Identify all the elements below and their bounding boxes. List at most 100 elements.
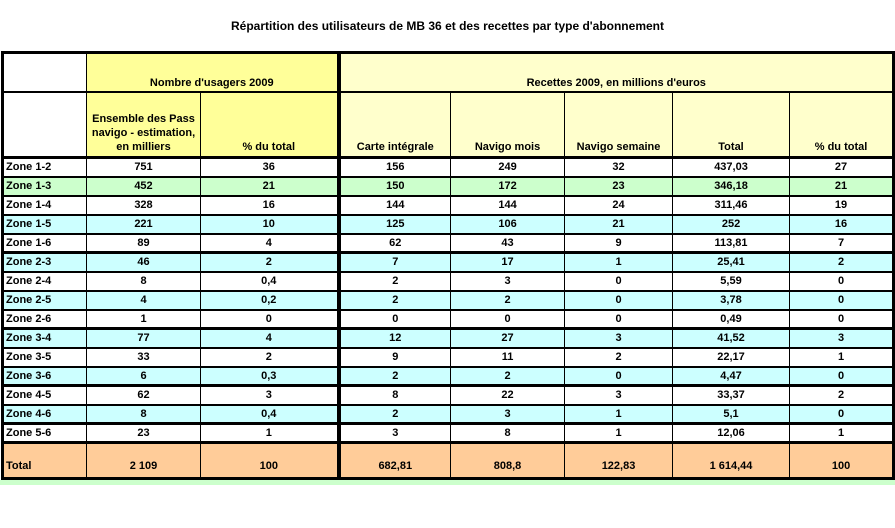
- value-cell: 2: [199, 251, 341, 273]
- total-value-cell: 2 109: [86, 441, 201, 480]
- zone-label: Zone 4-6: [2, 403, 87, 425]
- table-row: Zone 4-5 62 3 8 22 3 33,37 2: [2, 384, 895, 406]
- zone-label: Zone 3-6: [2, 365, 87, 387]
- value-cell: 89: [86, 232, 201, 254]
- value-cell: 62: [338, 232, 452, 254]
- value-cell: 0,49: [672, 308, 791, 330]
- table-row: Zone 2-4 8 0,4 2 3 0 5,59 0: [2, 270, 895, 292]
- value-cell: 4,47: [672, 365, 791, 387]
- table-row: Zone 2-5 4 0,2 2 2 0 3,78 0: [2, 289, 895, 311]
- value-cell: 17: [450, 251, 566, 273]
- value-cell: 10: [199, 213, 341, 235]
- value-cell: 33,37: [672, 384, 791, 406]
- value-cell: 0,2: [199, 289, 341, 311]
- value-cell: 21: [564, 213, 674, 235]
- value-cell: 4: [199, 232, 341, 254]
- value-cell: 3: [789, 327, 895, 349]
- value-cell: 1: [564, 403, 674, 425]
- value-cell: 36: [199, 156, 341, 178]
- table-row: Zone 5-6 23 1 3 8 1 12,06 1: [2, 422, 895, 444]
- value-cell: 2: [338, 403, 452, 425]
- total-value-cell: 1 614,44: [672, 441, 791, 480]
- value-cell: 0: [789, 308, 895, 330]
- value-cell: 113,81: [672, 232, 791, 254]
- value-cell: 3: [199, 384, 341, 406]
- corner-cell: [2, 91, 87, 159]
- value-cell: 2: [564, 346, 674, 368]
- total-label: Total: [2, 441, 87, 480]
- value-cell: 25,41: [672, 251, 791, 273]
- table-row: Zone 1-4 328 16 144 144 24 311,46 19: [2, 194, 895, 216]
- value-cell: 33: [86, 346, 201, 368]
- value-cell: 12: [338, 327, 452, 349]
- value-cell: 27: [789, 156, 895, 178]
- value-cell: 77: [86, 327, 201, 349]
- table-row: Zone 3-4 77 4 12 27 3 41,52 3: [2, 327, 895, 349]
- zone-label: Zone 1-4: [2, 194, 87, 216]
- table-row: Zone 2-6 1 0 0 0 0 0,49 0: [2, 308, 895, 330]
- value-cell: 0: [564, 289, 674, 311]
- value-cell: 0: [789, 403, 895, 425]
- value-cell: 144: [338, 194, 452, 216]
- value-cell: 1: [789, 346, 895, 368]
- value-cell: 8: [450, 422, 566, 444]
- value-cell: 249: [450, 156, 566, 178]
- total-value-cell: 808,8: [450, 441, 566, 480]
- value-cell: 23: [86, 422, 201, 444]
- column-header-navigo-semaine: Navigo semaine: [564, 91, 674, 159]
- corner-cell: [2, 52, 87, 93]
- value-cell: 2: [450, 365, 566, 387]
- zone-label: Zone 1-3: [2, 175, 87, 197]
- total-value-cell: 100: [199, 441, 341, 480]
- value-cell: 221: [86, 213, 201, 235]
- value-cell: 3: [338, 422, 452, 444]
- value-cell: 5,1: [672, 403, 791, 425]
- value-cell: 8: [86, 403, 201, 425]
- value-cell: 27: [450, 327, 566, 349]
- value-cell: 1: [789, 422, 895, 444]
- value-cell: 311,46: [672, 194, 791, 216]
- table-title: Répartition des utilisateurs de MB 36 et…: [231, 19, 664, 33]
- zone-label: Zone 2-6: [2, 308, 87, 330]
- zone-label: Zone 3-4: [2, 327, 87, 349]
- value-cell: 4: [199, 327, 341, 349]
- total-value-cell: 100: [789, 441, 895, 480]
- zone-label: Zone 2-3: [2, 251, 87, 273]
- value-cell: 125: [338, 213, 452, 235]
- value-cell: 3: [564, 384, 674, 406]
- value-cell: 19: [789, 194, 895, 216]
- value-cell: 41,52: [672, 327, 791, 349]
- table-row: Zone 2-3 46 2 7 17 1 25,41 2: [2, 251, 895, 273]
- value-cell: 0: [450, 308, 566, 330]
- zone-label: Zone 3-5: [2, 346, 87, 368]
- value-cell: 2: [338, 289, 452, 311]
- value-cell: 3,78: [672, 289, 791, 311]
- total-row: Total 2 109 100 682,81 808,8 122,83 1 614,44 10…: [2, 441, 895, 480]
- value-cell: 24: [564, 194, 674, 216]
- value-cell: 0: [564, 308, 674, 330]
- column-header-navigo-mois: Navigo mois: [450, 91, 566, 159]
- value-cell: 0,4: [199, 403, 341, 425]
- column-header-total: Total: [672, 91, 791, 159]
- value-cell: 2: [338, 270, 452, 292]
- value-cell: 2: [450, 289, 566, 311]
- value-cell: 8: [338, 384, 452, 406]
- column-header-carte-integrale: Carte intégrale: [338, 91, 452, 159]
- zone-label: Zone 2-4: [2, 270, 87, 292]
- value-cell: 16: [199, 194, 341, 216]
- zone-label: Zone 1-5: [2, 213, 87, 235]
- value-cell: 8: [86, 270, 201, 292]
- value-cell: 2: [789, 384, 895, 406]
- value-cell: 3: [450, 270, 566, 292]
- table-row: Zone 3-6 6 0,3 2 2 0 4,47 0: [2, 365, 895, 387]
- value-cell: 5,59: [672, 270, 791, 292]
- value-cell: 0,3: [199, 365, 341, 387]
- data-table: Nombre d'usagers 2009 Recettes 2009, en …: [1, 51, 895, 480]
- value-cell: 6: [86, 365, 201, 387]
- value-cell: 452: [86, 175, 201, 197]
- value-cell: 4: [86, 289, 201, 311]
- value-cell: 23: [564, 175, 674, 197]
- value-cell: 346,18: [672, 175, 791, 197]
- value-cell: 3: [564, 327, 674, 349]
- value-cell: 1: [564, 422, 674, 444]
